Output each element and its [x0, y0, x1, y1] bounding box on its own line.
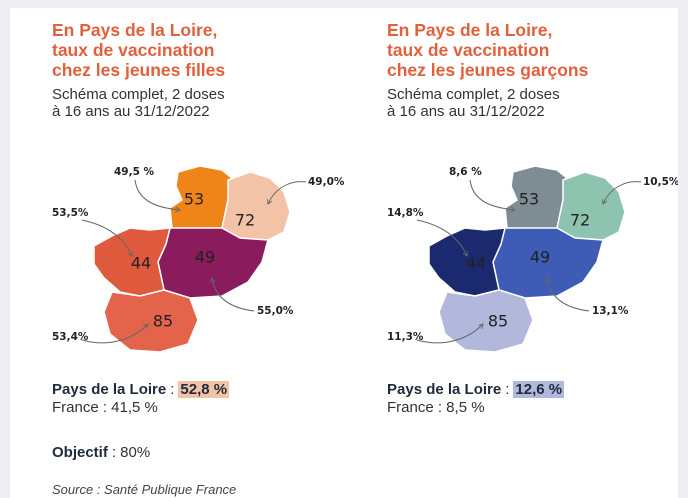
callout-arrow	[209, 277, 255, 312]
callout-arrow	[602, 181, 642, 205]
panel-header: En Pays de la Loire, taux de vaccination c…	[387, 20, 588, 120]
department	[103, 289, 199, 353]
department-code: 72	[570, 211, 590, 230]
subtitle-line: Schéma complet, 2 doses	[52, 86, 225, 103]
objective: Objectif: 80%	[52, 444, 150, 462]
department-code: 85	[153, 312, 173, 331]
department	[221, 171, 291, 241]
summary: Pays de la Loire:52,8 % France : 41,5 %	[52, 381, 230, 417]
department-code: 72	[235, 211, 255, 230]
department	[428, 227, 506, 297]
source: Source : Santé Publique France	[52, 482, 237, 497]
card: 53 72 49 44 85 49,5 % 49,0% 55,0% 53,5% 53,4% 53 72…	[10, 8, 678, 498]
subtitle-line: à 16 ans au 31/12/2022	[387, 103, 545, 120]
region-rate: 55,0%	[257, 305, 294, 317]
region-rate: 49,0%	[308, 176, 345, 188]
region-rate: 14,8%	[387, 207, 424, 219]
title-line: taux de vaccination	[387, 40, 550, 60]
callout-arrow	[416, 323, 484, 344]
region-value: 12,6 %	[513, 381, 565, 398]
objective-value: : 80%	[111, 444, 151, 461]
panel-header: En Pays de la Loire, taux de vaccination c…	[52, 20, 225, 120]
region-rate: 8,6 %	[449, 166, 482, 178]
separator: :	[170, 381, 175, 398]
maps: 53 72 49 44 85 49,5 % 49,0% 55,0% 53,5% 53,4% 53 72…	[52, 165, 678, 353]
title-line: En Pays de la Loire,	[52, 20, 218, 40]
region-rate: 53,4%	[52, 331, 89, 343]
region-name: Pays de la Loire	[52, 381, 167, 398]
department-code: 85	[488, 312, 508, 331]
title-line: chez les jeunes garçons	[387, 60, 589, 80]
region-rate: 13,1%	[592, 305, 629, 317]
subtitle-line: à 16 ans au 31/12/2022	[52, 103, 210, 120]
department	[556, 171, 626, 241]
region-name: Pays de la Loire	[387, 381, 502, 398]
region-rate: 11,3%	[387, 331, 424, 343]
france-line: France : 41,5 %	[52, 399, 158, 416]
title-line: chez les jeunes filles	[52, 60, 226, 80]
region-rate: 10,5%	[643, 176, 678, 188]
separator: :	[505, 381, 510, 398]
department-code: 44	[131, 254, 151, 273]
subtitle-line: Schéma complet, 2 doses	[387, 86, 560, 103]
department	[93, 227, 171, 297]
callout-arrow	[134, 179, 181, 213]
subtitle: Schéma complet, 2 doses à 16 ans au 31/12…	[52, 86, 225, 120]
france-line: France : 8,5 %	[387, 399, 485, 416]
title-line: En Pays de la Loire,	[387, 20, 553, 40]
department-code: 44	[466, 254, 486, 273]
summary-line: Pays de la Loire:12,6 %	[387, 381, 565, 399]
summary-line: Pays de la Loire:52,8 %	[52, 381, 230, 399]
callout-arrow	[81, 323, 149, 344]
department-code: 49	[195, 248, 215, 267]
department-code: 49	[530, 248, 550, 267]
department-code: 53	[519, 190, 539, 209]
department-code: 53	[184, 190, 204, 209]
callout-arrow	[81, 219, 133, 257]
callout-arrow	[544, 277, 590, 312]
callout-arrow	[267, 181, 307, 205]
callout-arrow	[469, 179, 516, 213]
callout-arrow	[416, 219, 468, 257]
region-rate: 53,5%	[52, 207, 89, 219]
department	[438, 289, 534, 353]
summary: Pays de la Loire:12,6 % France : 8,5 %	[387, 381, 565, 417]
subtitle: Schéma complet, 2 doses à 16 ans au 31/12…	[387, 86, 588, 120]
region-rate: 49,5 %	[114, 166, 155, 178]
objective-label: Objectif	[52, 444, 108, 461]
title-line: taux de vaccination	[52, 40, 215, 60]
region-value: 52,8 %	[178, 381, 230, 398]
